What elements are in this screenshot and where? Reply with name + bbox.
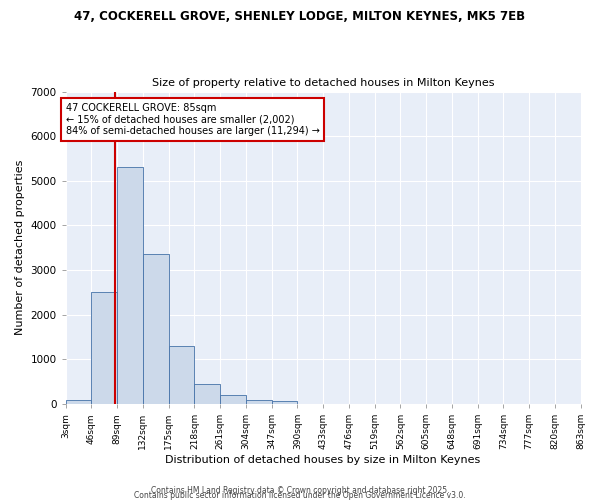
Y-axis label: Number of detached properties: Number of detached properties	[15, 160, 25, 336]
Text: Contains HM Land Registry data © Crown copyright and database right 2025.: Contains HM Land Registry data © Crown c…	[151, 486, 449, 495]
Bar	[143, 254, 169, 404]
Bar	[169, 346, 194, 404]
Bar	[272, 402, 298, 404]
Bar	[194, 384, 220, 404]
Bar	[117, 168, 143, 404]
Text: 47 COCKERELL GROVE: 85sqm
← 15% of detached houses are smaller (2,002)
84% of se: 47 COCKERELL GROVE: 85sqm ← 15% of detac…	[66, 102, 320, 136]
Bar	[246, 400, 272, 404]
Title: Size of property relative to detached houses in Milton Keynes: Size of property relative to detached ho…	[152, 78, 494, 88]
X-axis label: Distribution of detached houses by size in Milton Keynes: Distribution of detached houses by size …	[166, 455, 481, 465]
Bar	[66, 400, 91, 404]
Text: 47, COCKERELL GROVE, SHENLEY LODGE, MILTON KEYNES, MK5 7EB: 47, COCKERELL GROVE, SHENLEY LODGE, MILT…	[74, 10, 526, 23]
Bar	[220, 395, 246, 404]
Text: Contains public sector information licensed under the Open Government Licence v3: Contains public sector information licen…	[134, 491, 466, 500]
Bar	[91, 292, 117, 404]
